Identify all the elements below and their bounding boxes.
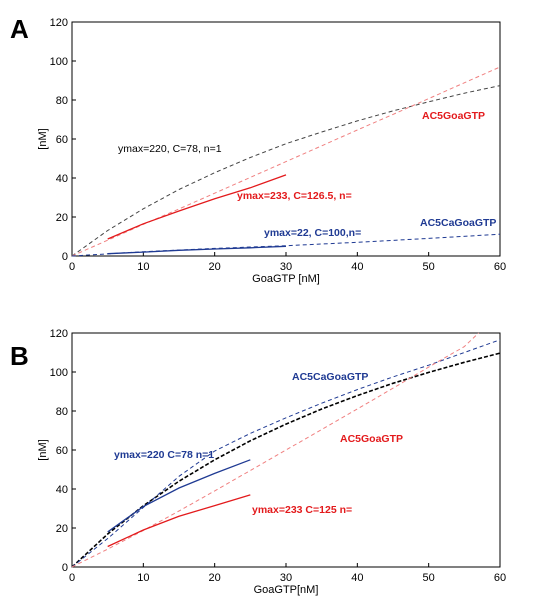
annotation-ac5goagtp: AC5GoaGTP [340,433,403,445]
x-tick-label: 20 [209,261,221,273]
x-tick-label: 60 [494,261,506,273]
y-tick-label: 60 [56,134,68,146]
x-tick-label: 0 [69,572,75,584]
series-line-4 [107,459,251,533]
y-tick-label: 100 [50,367,68,379]
x-tick-label: 40 [351,572,363,584]
series-line-1 [71,339,501,568]
y-axis-label: [nM] [37,128,49,149]
annotation-ac5cagoagtp: AC5CaGoaGTP [292,371,368,383]
x-tick-label: 30 [280,572,292,584]
annotation-ymax22: ymax=22, C=100,n= [264,227,361,239]
axis-ticks: 0 10 20 30 40 50 60 0 20 40 60 80 100 120 [50,328,506,584]
x-tick-label: 30 [280,261,292,273]
series-group [71,66,501,257]
x-tick-label: 50 [423,572,435,584]
series-line-3 [107,174,287,240]
panel-b: B 0 10 20 30 40 50 60 0 20 40 60 80 100 120 GoaGTP[nM… [10,328,506,596]
panel-letter: B [10,341,29,371]
y-tick-label: 120 [50,328,68,340]
panel-a: A 0 10 20 30 40 50 60 0 20 40 60 80 100 120 GoaGTP [n… [10,14,506,285]
series-line-3 [107,494,251,548]
x-tick-label: 0 [69,261,75,273]
x-axis-label: GoaGTP [nM] [252,273,320,285]
panel-letter: A [10,14,29,44]
x-tick-label: 10 [137,261,149,273]
y-tick-label: 60 [56,445,68,457]
x-tick-label: 20 [209,572,221,584]
y-tick-label: 120 [50,17,68,29]
y-tick-label: 40 [56,484,68,496]
series-group [71,332,501,568]
annotation-ymax233: ymax=233 C=125 n= [252,504,352,516]
y-tick-label: 80 [56,95,68,107]
series-line-0 [71,352,501,568]
y-tick-label: 40 [56,173,68,185]
x-tick-label: 60 [494,572,506,584]
annotation-ymax233: ymax=233, C=126.5, n= [237,190,352,202]
x-axis-label: GoaGTP[nM] [254,584,319,596]
y-tick-label: 0 [62,562,68,574]
y-tick-label: 80 [56,406,68,418]
series-line-4 [107,245,287,255]
x-tick-label: 40 [351,261,363,273]
y-axis-label: [nM] [37,439,49,460]
annotation-ac5goagtp: AC5GoaGTP [422,110,485,122]
x-tick-label: 10 [137,572,149,584]
y-tick-label: 0 [62,251,68,263]
x-tick-label: 50 [423,261,435,273]
series-line-0 [71,85,501,257]
annotation-ymax220: ymax=220, C=78, n=1 [118,143,222,155]
y-tick-label: 20 [56,523,68,535]
axis-ticks: 0 10 20 30 40 50 60 0 20 40 60 80 100 120 [50,17,506,273]
annotation-ac5cagoagtp: AC5CaGoaGTP [420,217,496,229]
y-tick-label: 20 [56,212,68,224]
y-tick-label: 100 [50,56,68,68]
annotation-ymax220: ymax=220 C=78 n=1 [114,449,214,461]
